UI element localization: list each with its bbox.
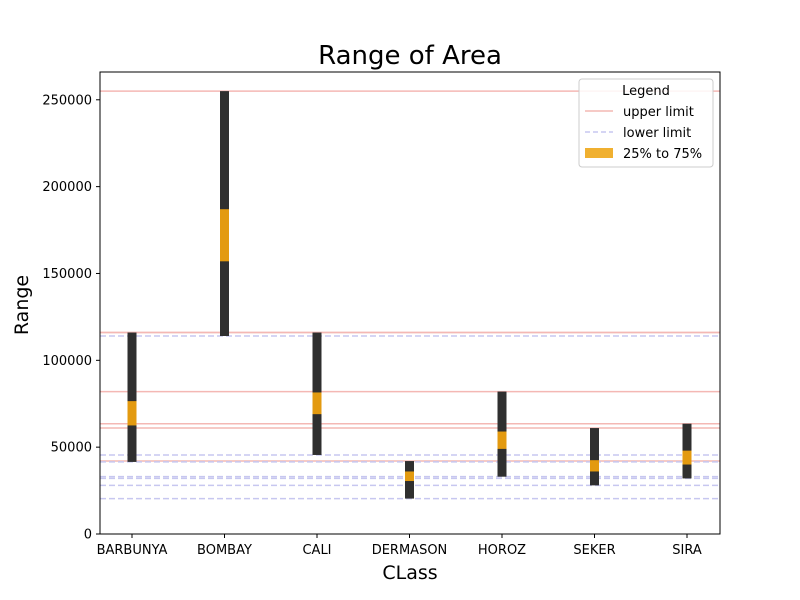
range-bar-barbunya [127, 332, 137, 462]
iqr-bar-barbunya [127, 401, 137, 426]
y-axis-label: Range [11, 275, 33, 335]
x-tick-label-sira: SIRA [672, 543, 702, 558]
legend-box [578, 78, 714, 168]
x-tick-label-barbunya: BARBUNYA [97, 543, 168, 558]
iqr-bar-cali [312, 392, 322, 415]
range-bar-seker [590, 428, 599, 486]
x-axis-label: CLass [382, 562, 437, 584]
x-axis-ticks: BARBUNYA BOMBAY CALI DERMASON HOROZ SEKER SIRA [97, 534, 702, 558]
y-tick-label-200000: 200000 [42, 180, 92, 195]
legend-title: Legend [622, 84, 670, 99]
iqr-bar-bombay [220, 209, 229, 262]
y-tick-label-250000: 250000 [42, 93, 92, 108]
legend: Legend upper limit lower limit 25% to 75… [578, 78, 714, 168]
x-tick-label-dermason: DERMASON [372, 543, 448, 558]
x-tick-label-horoz: HOROZ [478, 543, 526, 558]
iqr-bar-sira [682, 450, 692, 465]
x-tick-label-seker: SEKER [573, 543, 615, 558]
y-tick-label-150000: 150000 [42, 267, 92, 282]
iqr-bar-dermason [405, 471, 414, 482]
y-tick-label-100000: 100000 [42, 354, 92, 369]
iqr-bar-horoz [497, 431, 507, 449]
chart-title: Range of Area [318, 41, 502, 71]
x-tick-label-bombay: BOMBAY [197, 543, 252, 558]
upper-limit-lines [100, 90, 720, 462]
y-axis-ticks: 0 50000 100000 150000 200000 250000 [42, 93, 100, 543]
legend-iqr-swatch [585, 148, 613, 158]
range-bars [127, 91, 692, 499]
x-tick-label-cali: CALI [302, 543, 331, 558]
y-tick-label-50000: 50000 [51, 441, 92, 456]
y-tick-label-0: 0 [84, 528, 92, 543]
legend-upper-label: upper limit [623, 105, 694, 120]
legend-lower-label: lower limit [623, 126, 691, 141]
iqr-bar-seker [590, 460, 599, 472]
legend-iqr-label: 25% to 75% [623, 147, 702, 162]
